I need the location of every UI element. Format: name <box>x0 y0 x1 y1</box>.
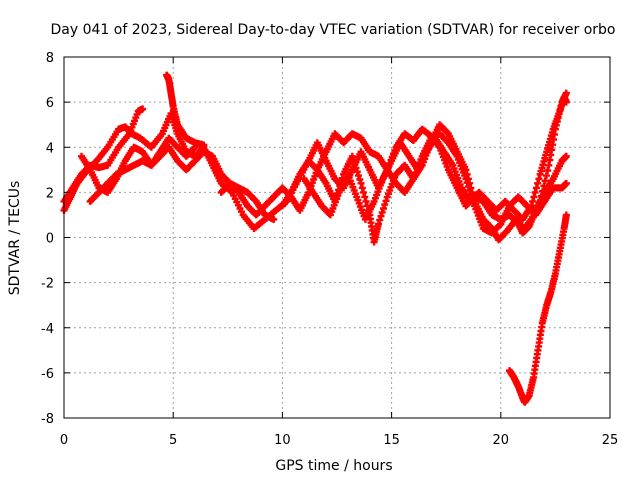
axis-ticks: 0 5 10 15 20 25 -8 -6 -4 -2 0 2 4 6 8 <box>41 51 618 448</box>
data-point-mark <box>357 179 365 187</box>
data-point-mark <box>381 201 389 209</box>
y-tick-label: 4 <box>46 141 54 156</box>
data-point-mark <box>463 179 471 187</box>
x-tick-label: 5 <box>169 433 177 448</box>
y-tick-label: -4 <box>41 322 54 337</box>
x-tick-label: 0 <box>60 433 68 448</box>
data-point-mark <box>352 164 360 172</box>
x-tick-label: 15 <box>383 433 400 448</box>
x-tick-label: 10 <box>274 433 291 448</box>
data-point-mark <box>355 172 362 180</box>
series-track-9 <box>506 211 570 406</box>
series-track-5 <box>163 71 208 149</box>
data-point-mark <box>531 188 539 196</box>
data-point-mark <box>376 216 384 224</box>
x-tick-label: 25 <box>602 433 619 448</box>
y-tick-label: -2 <box>41 277 54 292</box>
data-point-mark <box>378 208 386 216</box>
data-point-mark <box>139 105 147 113</box>
chart-title: Day 041 of 2023, Sidereal Day-to-day VTE… <box>51 22 616 38</box>
series-track-6 <box>217 121 570 246</box>
y-tick-label: 6 <box>46 96 54 111</box>
data-point-mark <box>534 179 542 187</box>
data-point-mark <box>362 197 370 205</box>
y-tick-label: 2 <box>46 186 54 201</box>
data-point-mark <box>200 141 208 149</box>
data-point-mark <box>541 177 549 185</box>
series-track-8 <box>300 94 570 223</box>
y-tick-label: -8 <box>41 412 54 427</box>
x-axis-label: GPS time / hours <box>275 458 392 474</box>
y-axis-label: SDTVAR / TECUs <box>7 181 23 296</box>
data-point-mark <box>562 179 570 187</box>
y-tick-label: 8 <box>46 51 54 66</box>
y-tick-label: -6 <box>41 367 54 382</box>
grid <box>64 57 610 418</box>
data-point-mark <box>562 98 570 106</box>
data-point-mark <box>529 197 537 205</box>
y-tick-label: 0 <box>46 232 54 247</box>
data-point-mark <box>350 156 357 164</box>
x-tick-label: 20 <box>493 433 510 448</box>
data-point-mark <box>562 152 570 160</box>
data-point-mark <box>270 215 278 223</box>
data-point-mark <box>562 89 570 97</box>
data-point-mark <box>562 211 570 219</box>
data-point-mark <box>360 188 367 196</box>
data-series <box>60 71 570 406</box>
